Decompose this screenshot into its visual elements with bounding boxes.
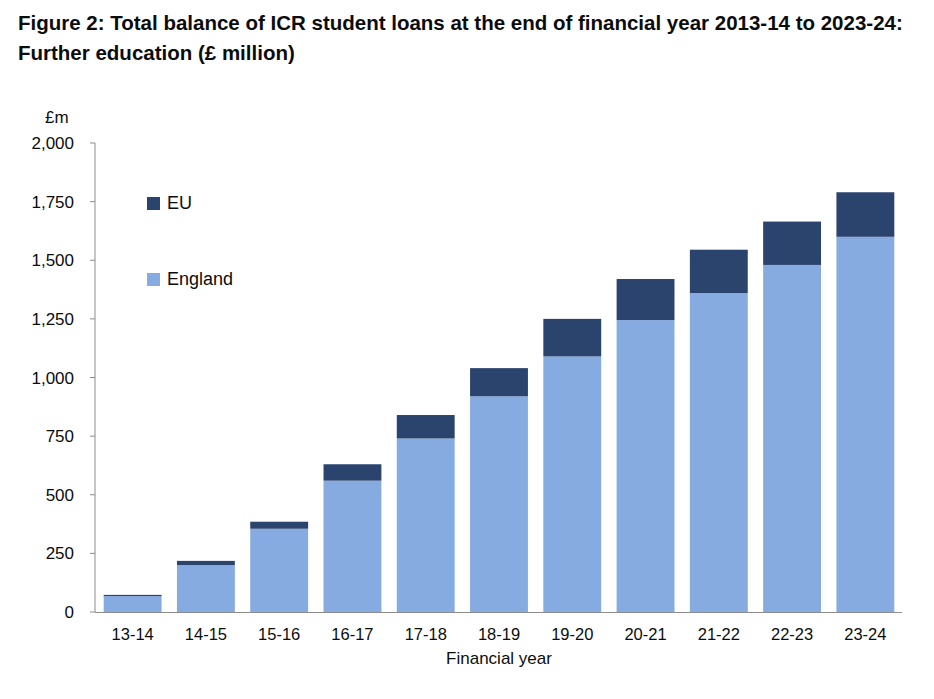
- x-tick-label: 14-15: [185, 625, 227, 643]
- bar: [470, 368, 528, 396]
- y-tick: [90, 318, 95, 319]
- y-tick-label: 1,000: [31, 369, 74, 388]
- bar: [690, 250, 748, 293]
- bar: [324, 464, 382, 480]
- x-tick-label: 23-24: [844, 625, 886, 643]
- y-tick: [90, 553, 95, 554]
- bar: [543, 356, 601, 612]
- legend-swatch: [147, 197, 160, 210]
- bar: [763, 222, 821, 265]
- x-tick-label: 16-17: [331, 625, 373, 643]
- y-tick: [90, 494, 95, 495]
- y-tick: [90, 377, 95, 378]
- y-tick-label: 2,000: [31, 134, 74, 153]
- bars: [104, 192, 895, 612]
- bar: [250, 522, 308, 529]
- x-tick-label: 21-22: [698, 625, 740, 643]
- legend-swatch: [147, 273, 160, 286]
- bar: [397, 438, 455, 612]
- x-axis-line: [95, 612, 902, 613]
- bar: [763, 265, 821, 612]
- bar: [397, 415, 455, 438]
- x-tick-label: 17-18: [405, 625, 447, 643]
- bar: [617, 279, 675, 320]
- y-axis-label: £m: [45, 108, 69, 127]
- bar: [104, 595, 162, 596]
- legend-label: EU: [167, 193, 192, 213]
- chart-svg: 0 250 500 750 1,000 1,250 1,500 1,750 2,000 13-14…: [0, 0, 934, 699]
- y-tick-label: 1,500: [31, 251, 74, 270]
- y-tick-label: 0: [65, 603, 74, 622]
- bar: [177, 565, 235, 612]
- bar: [104, 596, 162, 612]
- x-tick-label: 22-23: [771, 625, 813, 643]
- bar: [836, 237, 894, 612]
- y-tick-label: 250: [46, 544, 74, 563]
- bar: [617, 320, 675, 612]
- x-tick-label: 15-16: [258, 625, 300, 643]
- y-tick-label: 1,250: [31, 310, 74, 329]
- bar: [690, 293, 748, 612]
- chart-title: Figure 2: Total balance of ICR student l…: [18, 8, 918, 68]
- x-tick-label: 20-21: [624, 625, 666, 643]
- y-tick: [90, 201, 95, 202]
- x-tick-label: 18-19: [478, 625, 520, 643]
- y-tick: [90, 143, 95, 144]
- y-tick: [90, 436, 95, 437]
- bar: [324, 481, 382, 612]
- y-tick: [90, 612, 95, 613]
- bar: [177, 561, 235, 565]
- y-tick: [90, 260, 95, 261]
- bar: [543, 319, 601, 357]
- bar: [836, 192, 894, 237]
- bar: [470, 396, 528, 612]
- y-tick-label: 750: [46, 427, 74, 446]
- y-tick-label: 500: [46, 486, 74, 505]
- y-tick-label: 1,750: [31, 193, 74, 212]
- x-axis-label: Financial year: [446, 649, 552, 668]
- legend-label: England: [167, 269, 233, 289]
- x-tick-label: 19-20: [551, 625, 593, 643]
- bar: [250, 529, 308, 612]
- x-tick-label: 13-14: [112, 625, 154, 643]
